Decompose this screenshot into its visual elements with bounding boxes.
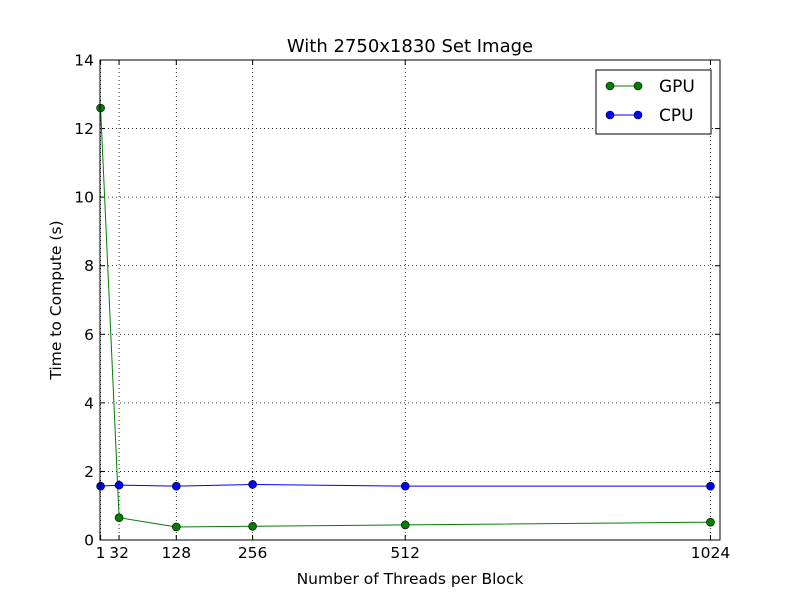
y-tick-label: 4: [84, 394, 94, 412]
cpu-data-point: [96, 481, 105, 491]
gpu-data-point: [248, 521, 257, 531]
x-tick-label: 512: [390, 544, 420, 562]
series-cpu: [96, 480, 715, 491]
gpu-data-point: [96, 103, 105, 113]
legend-cpu-marker-left: [605, 110, 615, 120]
data-series: [96, 103, 715, 532]
legend-gpu-marker-right: [633, 81, 643, 91]
x-tick-label: 1024: [691, 544, 730, 562]
x-axis-label: Number of Threads per Block: [297, 570, 524, 588]
chart-title: With 2750x1830 Set Image: [287, 36, 533, 57]
x-tick-label: 32: [109, 544, 129, 562]
x-tick-label: 256: [238, 544, 268, 562]
gpu-data-point: [172, 522, 181, 532]
legend-box: [595, 69, 712, 135]
legend-entry-cpu: CPU: [605, 106, 694, 126]
gpu-series-line: [100, 107, 711, 528]
legend-cpu-label: CPU: [659, 106, 694, 126]
y-tick-label: 14: [74, 52, 94, 70]
y-tick-label: 10: [74, 189, 94, 207]
cpu-data-point: [114, 480, 124, 490]
y-tick-label: 12: [74, 120, 94, 138]
gpu-data-point: [400, 520, 410, 530]
x-tick-label: 128: [162, 544, 192, 562]
y-tick-label: 6: [84, 326, 94, 344]
series-gpu: [96, 103, 715, 532]
y-axis-label: Time to Compute (s): [47, 220, 65, 380]
cpu-data-point: [400, 481, 410, 491]
cpu-data-point: [172, 481, 181, 491]
y-tick-label: 8: [84, 257, 94, 275]
legend-cpu-marker-right: [633, 110, 643, 120]
legend-gpu-label: GPU: [659, 77, 695, 97]
x-tick-label: 1: [96, 544, 106, 562]
gpu-data-point: [706, 517, 715, 527]
gpu-data-point: [114, 513, 124, 523]
legend-gpu-marker-left: [605, 81, 615, 91]
cpu-data-point: [248, 480, 257, 489]
legend: GPU CPU: [595, 69, 712, 135]
axis-ticks: 1 32 128 256 512 1024 0 2 4 6 8 10 12 14: [74, 52, 730, 563]
y-tick-label: 2: [84, 463, 94, 481]
y-tick-label: 0: [84, 532, 94, 550]
cpu-data-point: [706, 481, 715, 491]
plot-area-frame: [99, 59, 721, 541]
legend-entry-gpu: GPU: [605, 77, 695, 97]
